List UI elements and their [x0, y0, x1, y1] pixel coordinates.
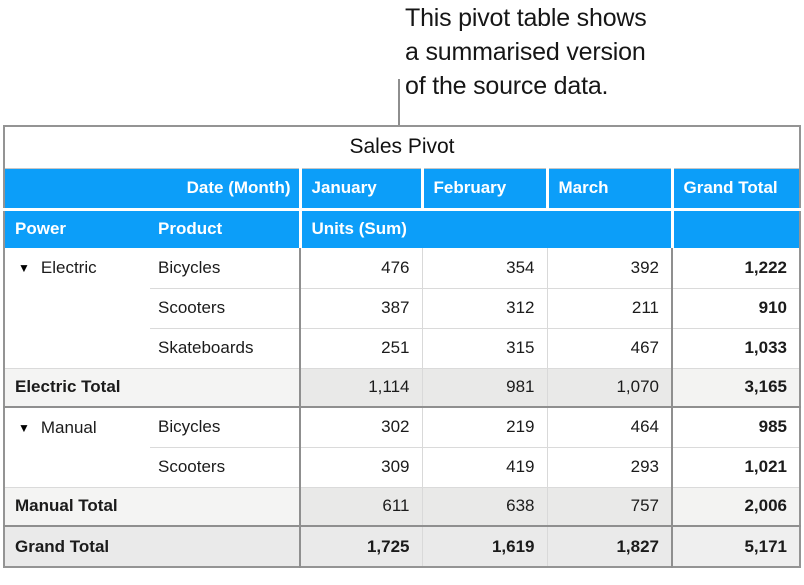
header-grand-total[interactable]: Grand Total [670, 168, 800, 211]
cell-subtotal-grand[interactable]: 2,006 [671, 486, 800, 527]
header-february[interactable]: February [420, 168, 547, 211]
cell-value[interactable]: 293 [546, 447, 672, 488]
cell-value[interactable]: 464 [546, 407, 672, 448]
cell-subtotal-grand[interactable]: 3,165 [671, 367, 800, 408]
header-product[interactable]: Product [150, 209, 300, 248]
cell-value[interactable]: 387 [299, 288, 422, 329]
cell-subtotal-value[interactable]: 638 [421, 486, 547, 527]
callout-line-2: a summarised version [405, 38, 646, 66]
header-units-sum[interactable]: Units (Sum) [298, 209, 672, 248]
cell-value[interactable]: 392 [546, 248, 672, 289]
callout-line-1: This pivot table shows [405, 4, 647, 32]
group-cell-manual[interactable]: ▼ Manual [4, 407, 150, 487]
row-electric-total: Electric Total 1,114 981 1,070 3,165 [4, 367, 800, 408]
cell-product[interactable]: Bicycles [150, 407, 300, 448]
header-row-months: Date (Month) January February March Gran… [4, 168, 800, 211]
pivot-table: Sales Pivot Date (Month) January Februar… [3, 125, 801, 568]
table-title-row: Sales Pivot [4, 126, 800, 169]
cell-value[interactable]: 302 [299, 407, 422, 448]
cell-product[interactable]: Bicycles [150, 248, 300, 289]
cell-value[interactable]: 476 [299, 248, 422, 289]
cell-value[interactable]: 354 [421, 248, 547, 289]
callout-leader-line [398, 79, 400, 125]
group-label-manual: Manual [40, 418, 97, 437]
cell-grand-total-value[interactable]: 1,827 [546, 525, 672, 567]
disclosure-triangle-icon[interactable]: ▼ [18, 261, 30, 275]
cell-subtotal-label[interactable]: Electric Total [4, 367, 300, 408]
cell-row-total[interactable]: 910 [671, 288, 800, 329]
row-electric-bicycles: ▼ Electric Bicycles 476 354 392 1,222 [4, 248, 800, 368]
cell-value[interactable]: 467 [546, 328, 672, 369]
cell-row-total[interactable]: 1,033 [671, 328, 800, 369]
header-january[interactable]: January [298, 168, 422, 211]
callout-annotation: This pivot table shows a summarised vers… [405, 1, 647, 103]
group-cell-electric[interactable]: ▼ Electric [4, 248, 150, 368]
cell-row-total[interactable]: 1,222 [671, 248, 800, 289]
cell-product[interactable]: Scooters [150, 447, 300, 488]
cell-subtotal-value[interactable]: 611 [299, 486, 422, 527]
header-row-fields: Power Product Units (Sum) [4, 209, 800, 248]
row-electric-scooters: Scooters 387 312 211 910 [4, 288, 800, 329]
cell-grand-total-value[interactable]: 1,725 [299, 525, 422, 567]
cell-value[interactable]: 251 [299, 328, 422, 369]
header-empty-cell[interactable] [670, 209, 800, 248]
cell-row-total[interactable]: 1,021 [671, 447, 800, 488]
row-manual-total: Manual Total 611 638 757 2,006 [4, 486, 800, 527]
cell-subtotal-value[interactable]: 757 [546, 486, 672, 527]
cell-product[interactable]: Scooters [150, 288, 300, 329]
cell-subtotal-value[interactable]: 1,114 [299, 367, 422, 408]
cell-value[interactable]: 315 [421, 328, 547, 369]
cell-value[interactable]: 419 [421, 447, 547, 488]
group-label-electric: Electric [40, 258, 97, 277]
cell-value[interactable]: 219 [421, 407, 547, 448]
table-title[interactable]: Sales Pivot [4, 126, 800, 169]
cell-grand-total-grand[interactable]: 5,171 [671, 525, 800, 567]
row-electric-skateboards: Skateboards 251 315 467 1,033 [4, 328, 800, 369]
header-date-month[interactable]: Date (Month) [4, 168, 300, 211]
disclosure-triangle-icon[interactable]: ▼ [18, 421, 30, 435]
cell-product[interactable]: Skateboards [150, 328, 300, 369]
cell-value[interactable]: 309 [299, 447, 422, 488]
cell-value[interactable]: 211 [546, 288, 672, 329]
header-march[interactable]: March [545, 168, 672, 211]
row-manual-bicycles: ▼ Manual Bicycles 302 219 464 985 [4, 407, 800, 487]
cell-subtotal-value[interactable]: 1,070 [546, 367, 672, 408]
cell-row-total[interactable]: 985 [671, 407, 800, 448]
callout-line-3: of the source data. [405, 72, 609, 100]
row-manual-scooters: Scooters 309 419 293 1,021 [4, 447, 800, 488]
header-power[interactable]: Power [4, 209, 150, 248]
cell-value[interactable]: 312 [421, 288, 547, 329]
cell-subtotal-label[interactable]: Manual Total [4, 486, 300, 527]
row-grand-total: Grand Total 1,725 1,619 1,827 5,171 [4, 525, 800, 567]
cell-subtotal-value[interactable]: 981 [421, 367, 547, 408]
cell-grand-total-label[interactable]: Grand Total [4, 525, 300, 567]
cell-grand-total-value[interactable]: 1,619 [421, 525, 547, 567]
